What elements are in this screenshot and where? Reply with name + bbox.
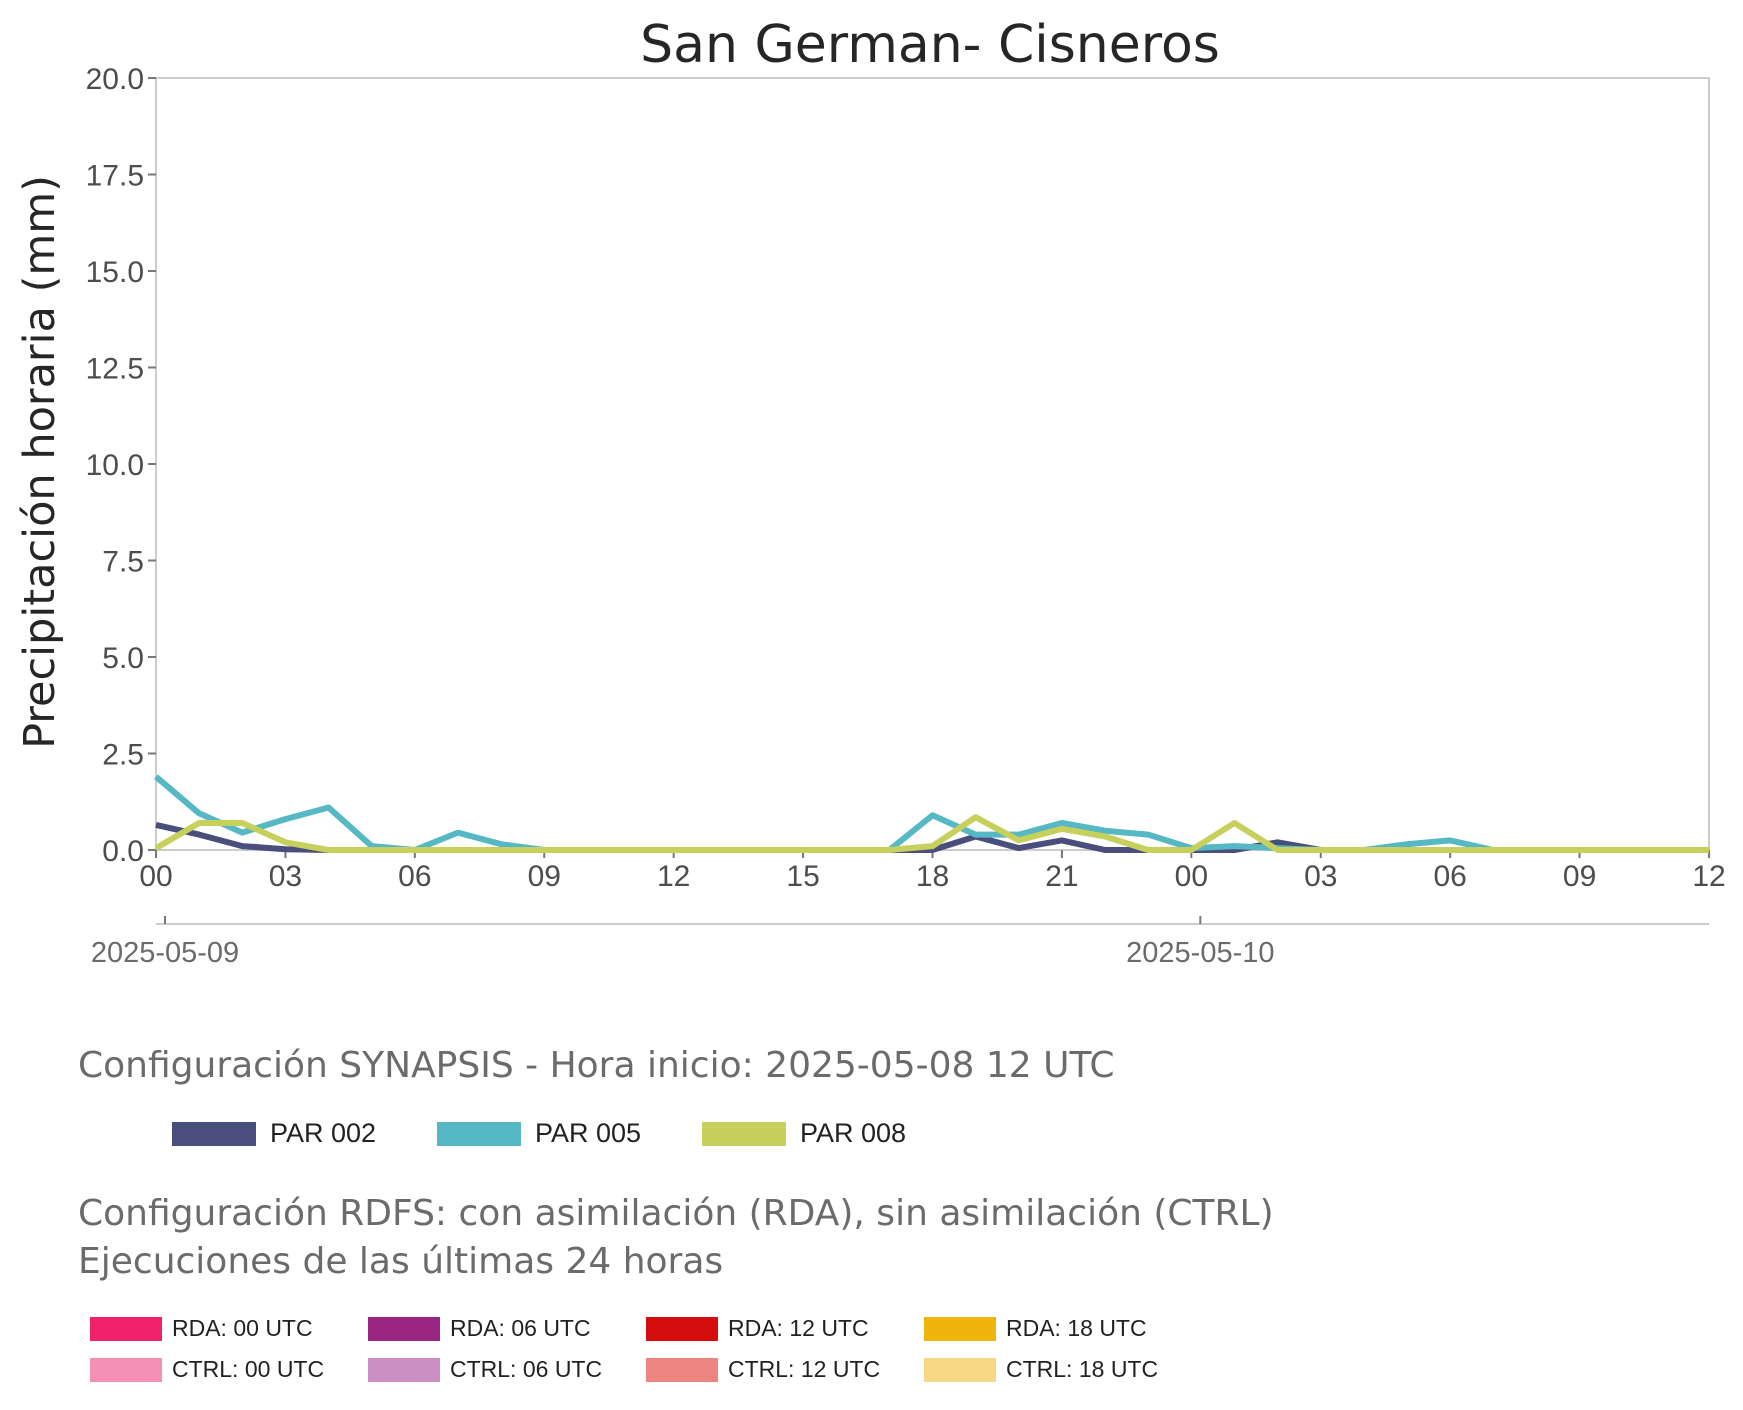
legend-label: PAR 008	[800, 1118, 907, 1148]
date-axis-ticks: 2025-05-09 2025-05-10	[91, 916, 1275, 969]
legend-label: CTRL: 00 UTC	[172, 1356, 325, 1382]
y-tick-label: 2.5	[102, 739, 144, 772]
synapsis-legend: PAR 002 PAR 005 PAR 008	[172, 1118, 967, 1149]
x-tick-label: 03	[269, 860, 302, 893]
x-tick-label: 09	[528, 860, 561, 893]
legend-label: CTRL: 12 UTC	[728, 1356, 881, 1382]
x-tick-label: 12	[657, 860, 690, 893]
y-tick-label: 17.5	[86, 160, 144, 193]
synapsis-legend-item: PAR 008	[702, 1118, 967, 1149]
rdfs-legend: RDA: 00 UTC RDA: 06 UTC RDA: 12 UTC RDA: 18…	[90, 1315, 1202, 1383]
legend-swatch	[368, 1316, 440, 1341]
legend-label: RDA: 00 UTC	[172, 1315, 313, 1341]
x-tick-label: 15	[786, 860, 819, 893]
series-line-par-005	[154, 774, 1709, 853]
rdfs-legend-item: CTRL: 06 UTC	[368, 1356, 646, 1383]
legend-label: RDA: 06 UTC	[450, 1315, 591, 1341]
y-tick-label: 20.0	[86, 63, 144, 96]
x-tick-label: 03	[1304, 860, 1337, 893]
legend-swatch	[646, 1357, 718, 1382]
y-tick-label: 7.5	[102, 546, 144, 579]
y-tick-label: 5.0	[102, 642, 144, 675]
plot-area	[155, 77, 1710, 851]
rdfs-legend-item: RDA: 18 UTC	[924, 1315, 1202, 1342]
legend-label: RDA: 12 UTC	[728, 1315, 869, 1341]
date-tick-label: 2025-05-09	[91, 937, 239, 969]
synapsis-legend-item: PAR 002	[172, 1118, 437, 1149]
legend-swatch	[90, 1316, 162, 1341]
legend-label: CTRL: 06 UTC	[450, 1356, 603, 1382]
x-tick-label: 09	[1563, 860, 1596, 893]
rdfs-legend-item: RDA: 06 UTC	[368, 1315, 646, 1342]
legend-swatch	[90, 1357, 162, 1382]
y-tick-label: 10.0	[86, 449, 144, 482]
chart-title: San German- Cisneros	[640, 15, 1220, 75]
y-tick-label: 12.5	[86, 353, 144, 386]
y-axis-ticks: 0.0 2.5 5.0 7.5 10.0 12.5 15.0 17.5 20.0	[86, 63, 156, 868]
x-tick-label: 06	[1433, 860, 1466, 893]
y-tick-label: 15.0	[86, 256, 144, 289]
rdfs-legend-item: CTRL: 12 UTC	[646, 1356, 924, 1383]
y-tick-label: 0.0	[102, 835, 144, 868]
x-tick-label: 12	[1692, 860, 1725, 893]
x-tick-label: 21	[1045, 860, 1078, 893]
date-tick-label: 2025-05-10	[1126, 937, 1274, 969]
rdfs-legend-item: RDA: 12 UTC	[646, 1315, 924, 1342]
rdfs-legend-title: Configuración RDFS: con asimilación (RDA…	[78, 1193, 1274, 1282]
legend-swatch	[646, 1316, 718, 1341]
precipitation-chart: San German- Cisneros Precipitación horar…	[15, 15, 1726, 969]
synapsis-legend-title: Configuración SYNAPSIS - Hora inicio: 20…	[78, 1045, 1115, 1086]
synapsis-legend-item: PAR 005	[437, 1118, 702, 1149]
y-axis-label: Precipitación horaria (mm)	[15, 175, 65, 749]
rdfs-legend-item: CTRL: 18 UTC	[924, 1356, 1202, 1383]
legend-swatch	[437, 1121, 521, 1146]
legend-swatch	[924, 1316, 996, 1341]
x-tick-label: 18	[916, 860, 949, 893]
x-tick-label: 00	[1175, 860, 1208, 893]
legend-swatch	[368, 1357, 440, 1382]
rdfs-legend-item: CTRL: 00 UTC	[90, 1356, 368, 1383]
x-tick-label: 06	[398, 860, 431, 893]
x-tick-label: 00	[139, 860, 172, 893]
legend-swatch	[924, 1357, 996, 1382]
series-lines	[154, 774, 1709, 853]
legend-swatch	[702, 1121, 786, 1146]
legend-label: PAR 002	[270, 1118, 377, 1148]
legend-label: RDA: 18 UTC	[1006, 1315, 1147, 1341]
x-axis-ticks: 00 03 06 09 12 15 18 21 00 03 06 09 12	[139, 850, 1726, 893]
series-line-par-008	[154, 814, 1709, 853]
legend-label: PAR 005	[535, 1118, 642, 1148]
legend-swatch	[172, 1121, 256, 1146]
rdfs-legend-item: RDA: 00 UTC	[90, 1315, 368, 1342]
legend-label: CTRL: 18 UTC	[1006, 1356, 1159, 1382]
